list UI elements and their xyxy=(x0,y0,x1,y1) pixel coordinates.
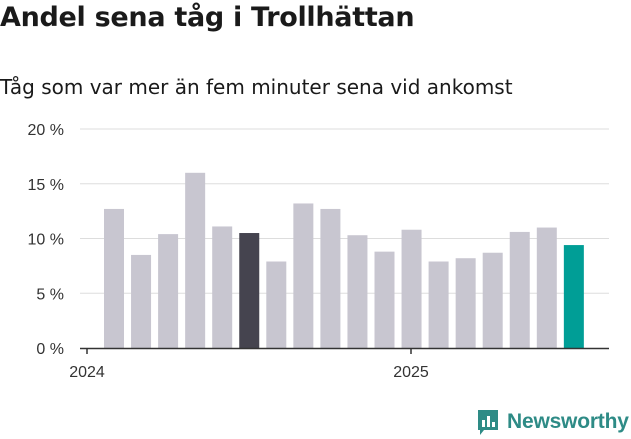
bar xyxy=(320,208,341,348)
y-tick-label: 20 % xyxy=(28,122,64,139)
bar xyxy=(455,258,476,348)
bars xyxy=(104,172,584,348)
bar xyxy=(266,261,287,348)
bar-chart: 0 % 5 % 10 % 15 % 20 % 2024 2025 xyxy=(28,122,609,381)
bar xyxy=(563,245,584,348)
chart-title: Andel sena tåg i Trollhättan xyxy=(0,2,415,33)
brand-name: Newsworthy xyxy=(507,410,629,433)
bar xyxy=(131,254,152,348)
y-axis-labels: 0 % 5 % 10 % 15 % 20 % xyxy=(28,122,64,358)
y-tick-label: 15 % xyxy=(28,177,64,194)
bar xyxy=(482,252,503,348)
x-tick-label: 2024 xyxy=(69,364,105,381)
x-axis-ticks: 2024 2025 xyxy=(69,348,429,381)
y-tick-label: 0 % xyxy=(36,341,64,358)
bar xyxy=(509,231,530,348)
bar xyxy=(212,226,233,348)
bar xyxy=(401,229,422,348)
bar xyxy=(374,251,395,348)
y-tick-label: 5 % xyxy=(36,286,64,303)
bar xyxy=(239,233,260,348)
bar xyxy=(158,234,179,348)
bar xyxy=(185,172,206,348)
y-tick-label: 10 % xyxy=(28,232,64,249)
bar xyxy=(104,208,124,348)
chart-subtitle: Tåg som var mer än fem minuter sena vid … xyxy=(0,75,513,99)
newsworthy-icon xyxy=(478,410,498,435)
bar xyxy=(428,261,449,348)
x-tick-label: 2025 xyxy=(393,364,429,381)
bar xyxy=(293,203,314,348)
newsworthy-logo: Newsworthy xyxy=(476,407,629,437)
bar xyxy=(536,227,557,348)
bar xyxy=(347,235,368,348)
